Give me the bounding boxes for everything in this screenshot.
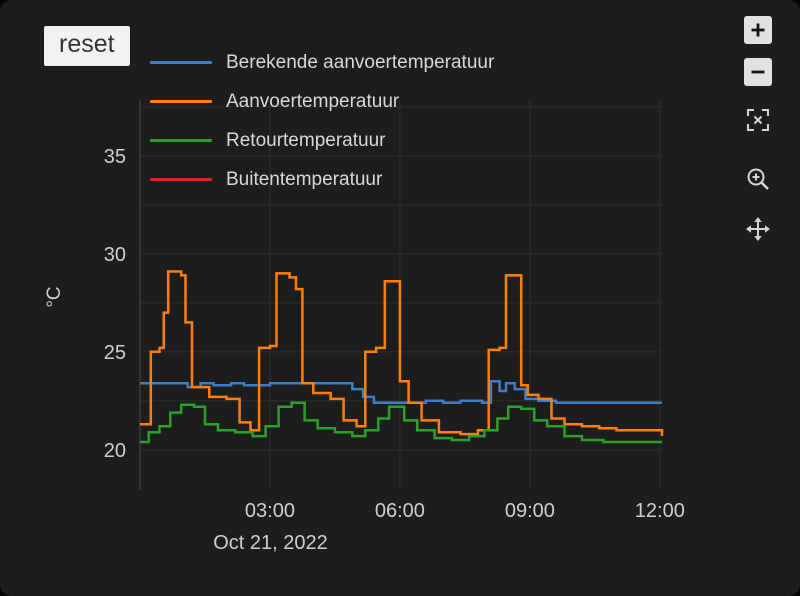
chart-modebar xyxy=(744,16,772,243)
legend-label: Berekende aanvoertemperatuur xyxy=(226,51,495,73)
autoscale-button[interactable] xyxy=(744,106,772,134)
expand-icon xyxy=(747,109,769,131)
legend-item-retourtemperatuur[interactable]: Retourtemperatuur xyxy=(150,126,494,155)
legend: Berekende aanvoertemperatuur Aanvoertemp… xyxy=(150,48,494,194)
legend-line-sample xyxy=(150,139,212,142)
move-arrows-icon xyxy=(746,217,770,241)
legend-label: Aanvoertemperatuur xyxy=(226,90,400,112)
legend-line-sample xyxy=(150,178,212,181)
svg-text:12:00: 12:00 xyxy=(635,500,685,522)
legend-item-berekende-aanvoertemperatuur[interactable]: Berekende aanvoertemperatuur xyxy=(150,48,494,77)
reset-button[interactable]: reset xyxy=(44,26,130,66)
svg-text:20: 20 xyxy=(104,440,126,462)
zoom-in-button[interactable] xyxy=(744,16,772,44)
plus-icon xyxy=(751,23,765,37)
svg-text:30: 30 xyxy=(104,244,126,266)
minus-icon xyxy=(751,70,765,74)
svg-text:25: 25 xyxy=(104,342,126,364)
legend-line-sample xyxy=(150,61,212,64)
zoom-out-button[interactable] xyxy=(744,58,772,86)
svg-text:35: 35 xyxy=(104,146,126,168)
svg-text:03:00: 03:00 xyxy=(245,500,295,522)
svg-text:09:00: 09:00 xyxy=(505,500,555,522)
x-axis-date-label: Oct 21, 2022 xyxy=(213,532,328,554)
legend-label: Buitentemperatuur xyxy=(226,168,383,190)
y-axis-title: °C xyxy=(44,286,65,308)
zoom-mode-button[interactable] xyxy=(744,165,772,193)
legend-label: Retourtemperatuur xyxy=(226,129,386,151)
legend-line-sample xyxy=(150,100,212,103)
svg-text:06:00: 06:00 xyxy=(375,500,425,522)
pan-mode-button[interactable] xyxy=(744,215,772,243)
legend-item-buitentemperatuur[interactable]: Buitentemperatuur xyxy=(150,165,494,194)
legend-item-aanvoertemperatuur[interactable]: Aanvoertemperatuur xyxy=(150,87,494,116)
magnifier-plus-icon xyxy=(747,168,769,190)
